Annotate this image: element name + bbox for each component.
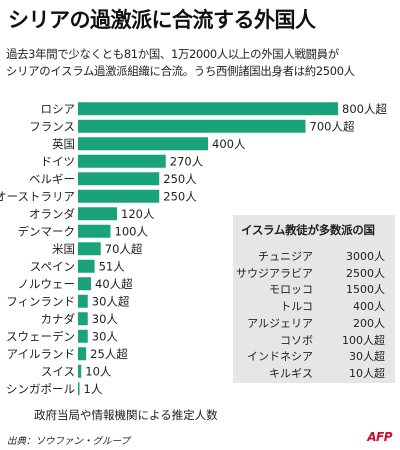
value-label: 700人超 xyxy=(310,119,355,133)
inset-value: 10人超 xyxy=(349,366,385,380)
value-label: 30人超 xyxy=(92,294,130,308)
inset-country: キルギス xyxy=(269,366,313,380)
category-label: フランス xyxy=(29,119,75,133)
inset-country: モロッコ xyxy=(269,283,313,297)
bar xyxy=(78,294,88,308)
inset-row: モロッコ 1500人 xyxy=(233,281,395,297)
category-label: オーストラリア xyxy=(0,189,75,203)
bar xyxy=(78,364,82,378)
source-credit: 出典：ソウファン・グループ xyxy=(7,436,130,447)
inset-row: サウジアラビア 2500人 xyxy=(233,265,395,281)
bar xyxy=(78,224,111,238)
lead-line: 過去3年間で少なくとも81か国、1万2000人以上の外国人戦闘員が xyxy=(6,47,339,61)
inset-row: アルジェリア 200人 xyxy=(233,315,395,331)
value-label: 100人 xyxy=(115,224,149,238)
inset-row: キルギス 10人超 xyxy=(233,365,395,381)
bar xyxy=(78,172,160,186)
value-label: 25人超 xyxy=(90,347,128,361)
value-label: 30人 xyxy=(92,329,119,343)
value-label: 30人 xyxy=(92,312,119,326)
inset-country: アルジェリア xyxy=(247,316,313,330)
inset-value: 100人超 xyxy=(342,333,385,347)
inset-country: トルコ xyxy=(280,300,313,314)
afp-logo: AFP xyxy=(367,430,392,444)
bar xyxy=(78,242,101,256)
bar xyxy=(78,347,87,361)
inset-value: 2500人 xyxy=(346,266,385,280)
value-label: 51人 xyxy=(99,259,126,273)
category-label: ロシア xyxy=(41,102,76,116)
category-label: カナダ xyxy=(41,312,76,326)
inset-value: 1500人 xyxy=(346,283,385,297)
inset-row: インドネシア 30人超 xyxy=(233,348,395,364)
chart-note: 政府当局や情報機関による推定人数 xyxy=(34,408,218,422)
bar xyxy=(78,277,91,291)
value-label: 250人 xyxy=(163,189,197,203)
page-title: シリアの過激派に合流する外国人 xyxy=(8,8,316,32)
value-label: 250人 xyxy=(163,172,197,186)
value-label: 270人 xyxy=(170,154,204,168)
bar xyxy=(78,137,208,151)
category-label: ベルギー xyxy=(29,172,75,186)
value-label: 800人超 xyxy=(342,102,387,116)
inset-title: イスラム教徒が多数派の国 xyxy=(241,223,375,237)
inset-value: 30人超 xyxy=(349,350,385,364)
bar xyxy=(78,312,88,326)
inset-row: コソボ 100人超 xyxy=(233,332,395,348)
category-label: ドイツ xyxy=(41,154,76,168)
bar xyxy=(78,329,88,343)
bar xyxy=(78,154,166,168)
inset-row: チュニジア 3000人 xyxy=(233,248,395,264)
value-label: 400人 xyxy=(212,137,246,151)
bar xyxy=(78,119,306,133)
value-label: 40人超 xyxy=(95,277,133,291)
value-label: 1人 xyxy=(84,382,103,396)
bar xyxy=(78,207,117,221)
category-label: スウェーデン xyxy=(6,329,75,343)
inset-value: 200人 xyxy=(353,316,385,330)
category-label: オランダ xyxy=(29,207,75,221)
bar xyxy=(78,259,95,273)
category-label: フィンランド xyxy=(6,294,75,308)
inset-value: 3000人 xyxy=(346,250,385,263)
inset-country: サウジアラビア xyxy=(236,266,313,280)
inset-country: チュニジア xyxy=(258,250,313,263)
value-label: 10人 xyxy=(85,364,112,378)
value-label: 70人超 xyxy=(105,242,143,256)
muslim-majority-inset: イスラム教徒が多数派の国 チュニジア 3000人サウジアラビア 2500人モロッコ 1… xyxy=(233,215,395,383)
category-label: スペイン xyxy=(30,259,75,273)
inset-country: コソボ xyxy=(280,333,313,347)
value-label: 120人 xyxy=(121,207,155,221)
category-label: シンガポール xyxy=(6,382,75,396)
category-label: アイルランド xyxy=(7,347,75,361)
bar xyxy=(78,189,160,203)
bar xyxy=(78,102,338,116)
category-label: ノルウェー xyxy=(18,277,76,291)
inset-value: 400人 xyxy=(353,300,385,314)
lead-text: 過去3年間で少なくとも81か国、1万2000人以上の外国人戦闘員が シリアのイス… xyxy=(6,46,398,80)
category-label: 米国 xyxy=(52,242,75,256)
category-label: 英国 xyxy=(52,137,75,151)
inset-row: トルコ 400人 xyxy=(233,298,395,314)
category-label: スイス xyxy=(41,364,75,378)
lead-line: シリアのイスラム過激派組織に合流。うち西側諸国出身者は約2500人 xyxy=(6,64,355,78)
inset-country: インドネシア xyxy=(247,350,313,364)
bar xyxy=(78,382,80,396)
category-label: デンマーク xyxy=(18,224,76,238)
